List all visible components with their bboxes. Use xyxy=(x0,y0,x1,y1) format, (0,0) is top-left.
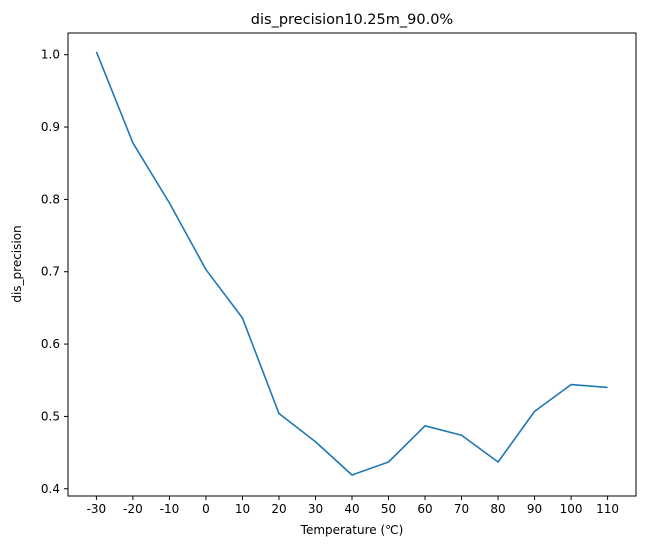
x-axis-label: Temperature (℃) xyxy=(300,523,404,537)
x-tick-label: 90 xyxy=(527,502,542,516)
x-tick-label: 0 xyxy=(202,502,210,516)
y-tick-label: 0.6 xyxy=(41,337,60,351)
series-line-0 xyxy=(95,51,608,476)
x-tick-label: 80 xyxy=(490,502,505,516)
y-tick-label: 0.8 xyxy=(41,192,60,206)
x-tick-label: -20 xyxy=(123,502,143,516)
y-tick-label: 0.9 xyxy=(41,120,60,134)
y-tick-label: 0.5 xyxy=(41,409,60,423)
x-tick-label: 30 xyxy=(308,502,323,516)
plot-area xyxy=(95,51,608,476)
x-tick-label: 70 xyxy=(454,502,469,516)
x-tick-label: 20 xyxy=(271,502,286,516)
x-tick-label: -30 xyxy=(87,502,107,516)
y-axis-label: dis_precision xyxy=(10,225,24,302)
x-tick-label: 50 xyxy=(381,502,396,516)
x-tick-label: 60 xyxy=(417,502,432,516)
x-tick-label: 100 xyxy=(560,502,583,516)
x-axis: -30 -20 -10 0 10 20 30 40 50 60 70 80 90 100 110 xyxy=(87,496,619,516)
x-tick-label: 110 xyxy=(596,502,619,516)
chart-title: dis_precision10.25m_90.0% xyxy=(251,12,453,28)
y-tick-label: 1.0 xyxy=(41,48,60,62)
y-tick-label: 0.7 xyxy=(41,265,60,279)
y-tick-label: 0.4 xyxy=(41,482,60,496)
x-tick-label: 40 xyxy=(344,502,359,516)
x-tick-label: -10 xyxy=(160,502,180,516)
y-axis: 0.4 0.5 0.6 0.7 0.8 0.9 1.0 xyxy=(41,48,68,496)
x-tick-label: 10 xyxy=(235,502,250,516)
